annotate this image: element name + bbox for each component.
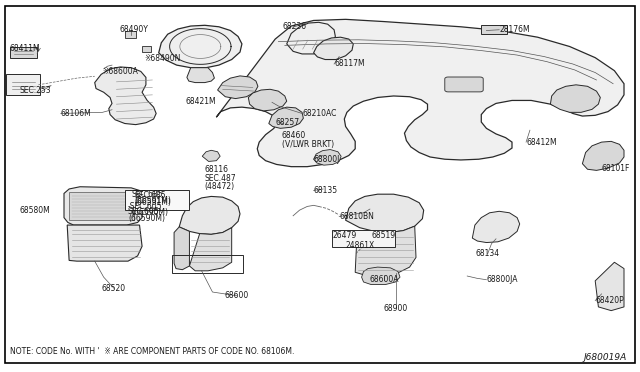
Polygon shape (67, 225, 142, 261)
Text: 68106M: 68106M (61, 109, 92, 118)
Text: (66590M): (66590M) (131, 208, 168, 217)
Bar (125, 31, 136, 38)
Text: SEC.487: SEC.487 (205, 174, 236, 183)
Polygon shape (179, 196, 240, 234)
Text: -SEC.605: -SEC.605 (128, 202, 163, 211)
Polygon shape (595, 262, 624, 311)
Text: 68412M: 68412M (526, 138, 557, 147)
Text: ※68490N: ※68490N (144, 54, 180, 63)
FancyBboxPatch shape (445, 77, 483, 92)
Text: 68580M: 68580M (19, 206, 50, 215)
Bar (142, 46, 151, 52)
Polygon shape (147, 193, 170, 208)
Text: 68135: 68135 (314, 186, 338, 195)
Polygon shape (550, 85, 600, 112)
Bar (10, 47, 37, 58)
Text: ※68600A: ※68600A (102, 67, 138, 76)
FancyBboxPatch shape (332, 230, 395, 247)
Polygon shape (64, 187, 142, 225)
Text: 68800JA: 68800JA (486, 275, 518, 284)
Text: 68900: 68900 (383, 304, 408, 312)
Text: SEC.685: SEC.685 (131, 190, 163, 199)
Text: 68421M: 68421M (186, 97, 216, 106)
Polygon shape (174, 227, 189, 270)
Text: 68236: 68236 (282, 22, 307, 31)
Text: 68460: 68460 (282, 131, 306, 140)
Text: 24861X: 24861X (345, 241, 374, 250)
Text: 68116: 68116 (205, 165, 229, 174)
FancyBboxPatch shape (125, 190, 189, 210)
Text: 68101F: 68101F (602, 164, 630, 173)
Polygon shape (218, 76, 258, 99)
FancyBboxPatch shape (6, 74, 40, 95)
Polygon shape (355, 226, 416, 276)
Text: 68411M: 68411M (10, 44, 40, 53)
Text: 28176M: 28176M (499, 25, 530, 34)
Text: 68257: 68257 (275, 118, 300, 127)
Text: 68520: 68520 (102, 284, 126, 293)
Text: 68600A: 68600A (369, 275, 399, 284)
Polygon shape (472, 211, 520, 243)
Text: SEC.605: SEC.605 (128, 207, 160, 216)
Text: (66591M): (66591M) (134, 198, 172, 207)
Polygon shape (189, 228, 232, 271)
Text: 68117M: 68117M (335, 60, 365, 68)
Text: 68810BN: 68810BN (339, 212, 374, 221)
Text: (66590M): (66590M) (128, 214, 165, 223)
Text: J680019A: J680019A (584, 353, 627, 362)
Text: 68800J: 68800J (314, 155, 340, 164)
Polygon shape (314, 150, 341, 165)
Text: 68600: 68600 (225, 291, 249, 300)
Polygon shape (582, 141, 624, 170)
Polygon shape (269, 107, 303, 128)
Text: 68134: 68134 (476, 249, 500, 258)
Polygon shape (287, 22, 335, 54)
Text: 68420P: 68420P (595, 296, 624, 305)
Text: 68490Y: 68490Y (120, 25, 149, 34)
Text: 68519: 68519 (372, 231, 396, 240)
Polygon shape (159, 25, 242, 68)
Text: (V/LWR BRKT): (V/LWR BRKT) (282, 140, 333, 149)
Polygon shape (187, 68, 214, 83)
Text: 68210AC: 68210AC (302, 109, 337, 118)
Text: (48472): (48472) (205, 182, 235, 191)
Polygon shape (202, 150, 220, 161)
Polygon shape (216, 19, 624, 167)
Polygon shape (314, 37, 353, 60)
Polygon shape (95, 67, 156, 125)
Text: SEC.685: SEC.685 (134, 191, 166, 200)
FancyBboxPatch shape (69, 192, 134, 220)
Text: NOTE: CODE No. WITH '  ※ ARE COMPONENT PARTS OF CODE NO. 68106M.: NOTE: CODE No. WITH ' ※ ARE COMPONENT PA… (10, 347, 294, 356)
Text: SEC.253: SEC.253 (19, 86, 51, 94)
Text: 26479: 26479 (332, 231, 356, 240)
Polygon shape (346, 194, 424, 232)
Text: (66591M): (66591M) (134, 196, 172, 205)
Polygon shape (248, 89, 287, 111)
Polygon shape (362, 267, 400, 285)
Bar (481, 25, 507, 34)
